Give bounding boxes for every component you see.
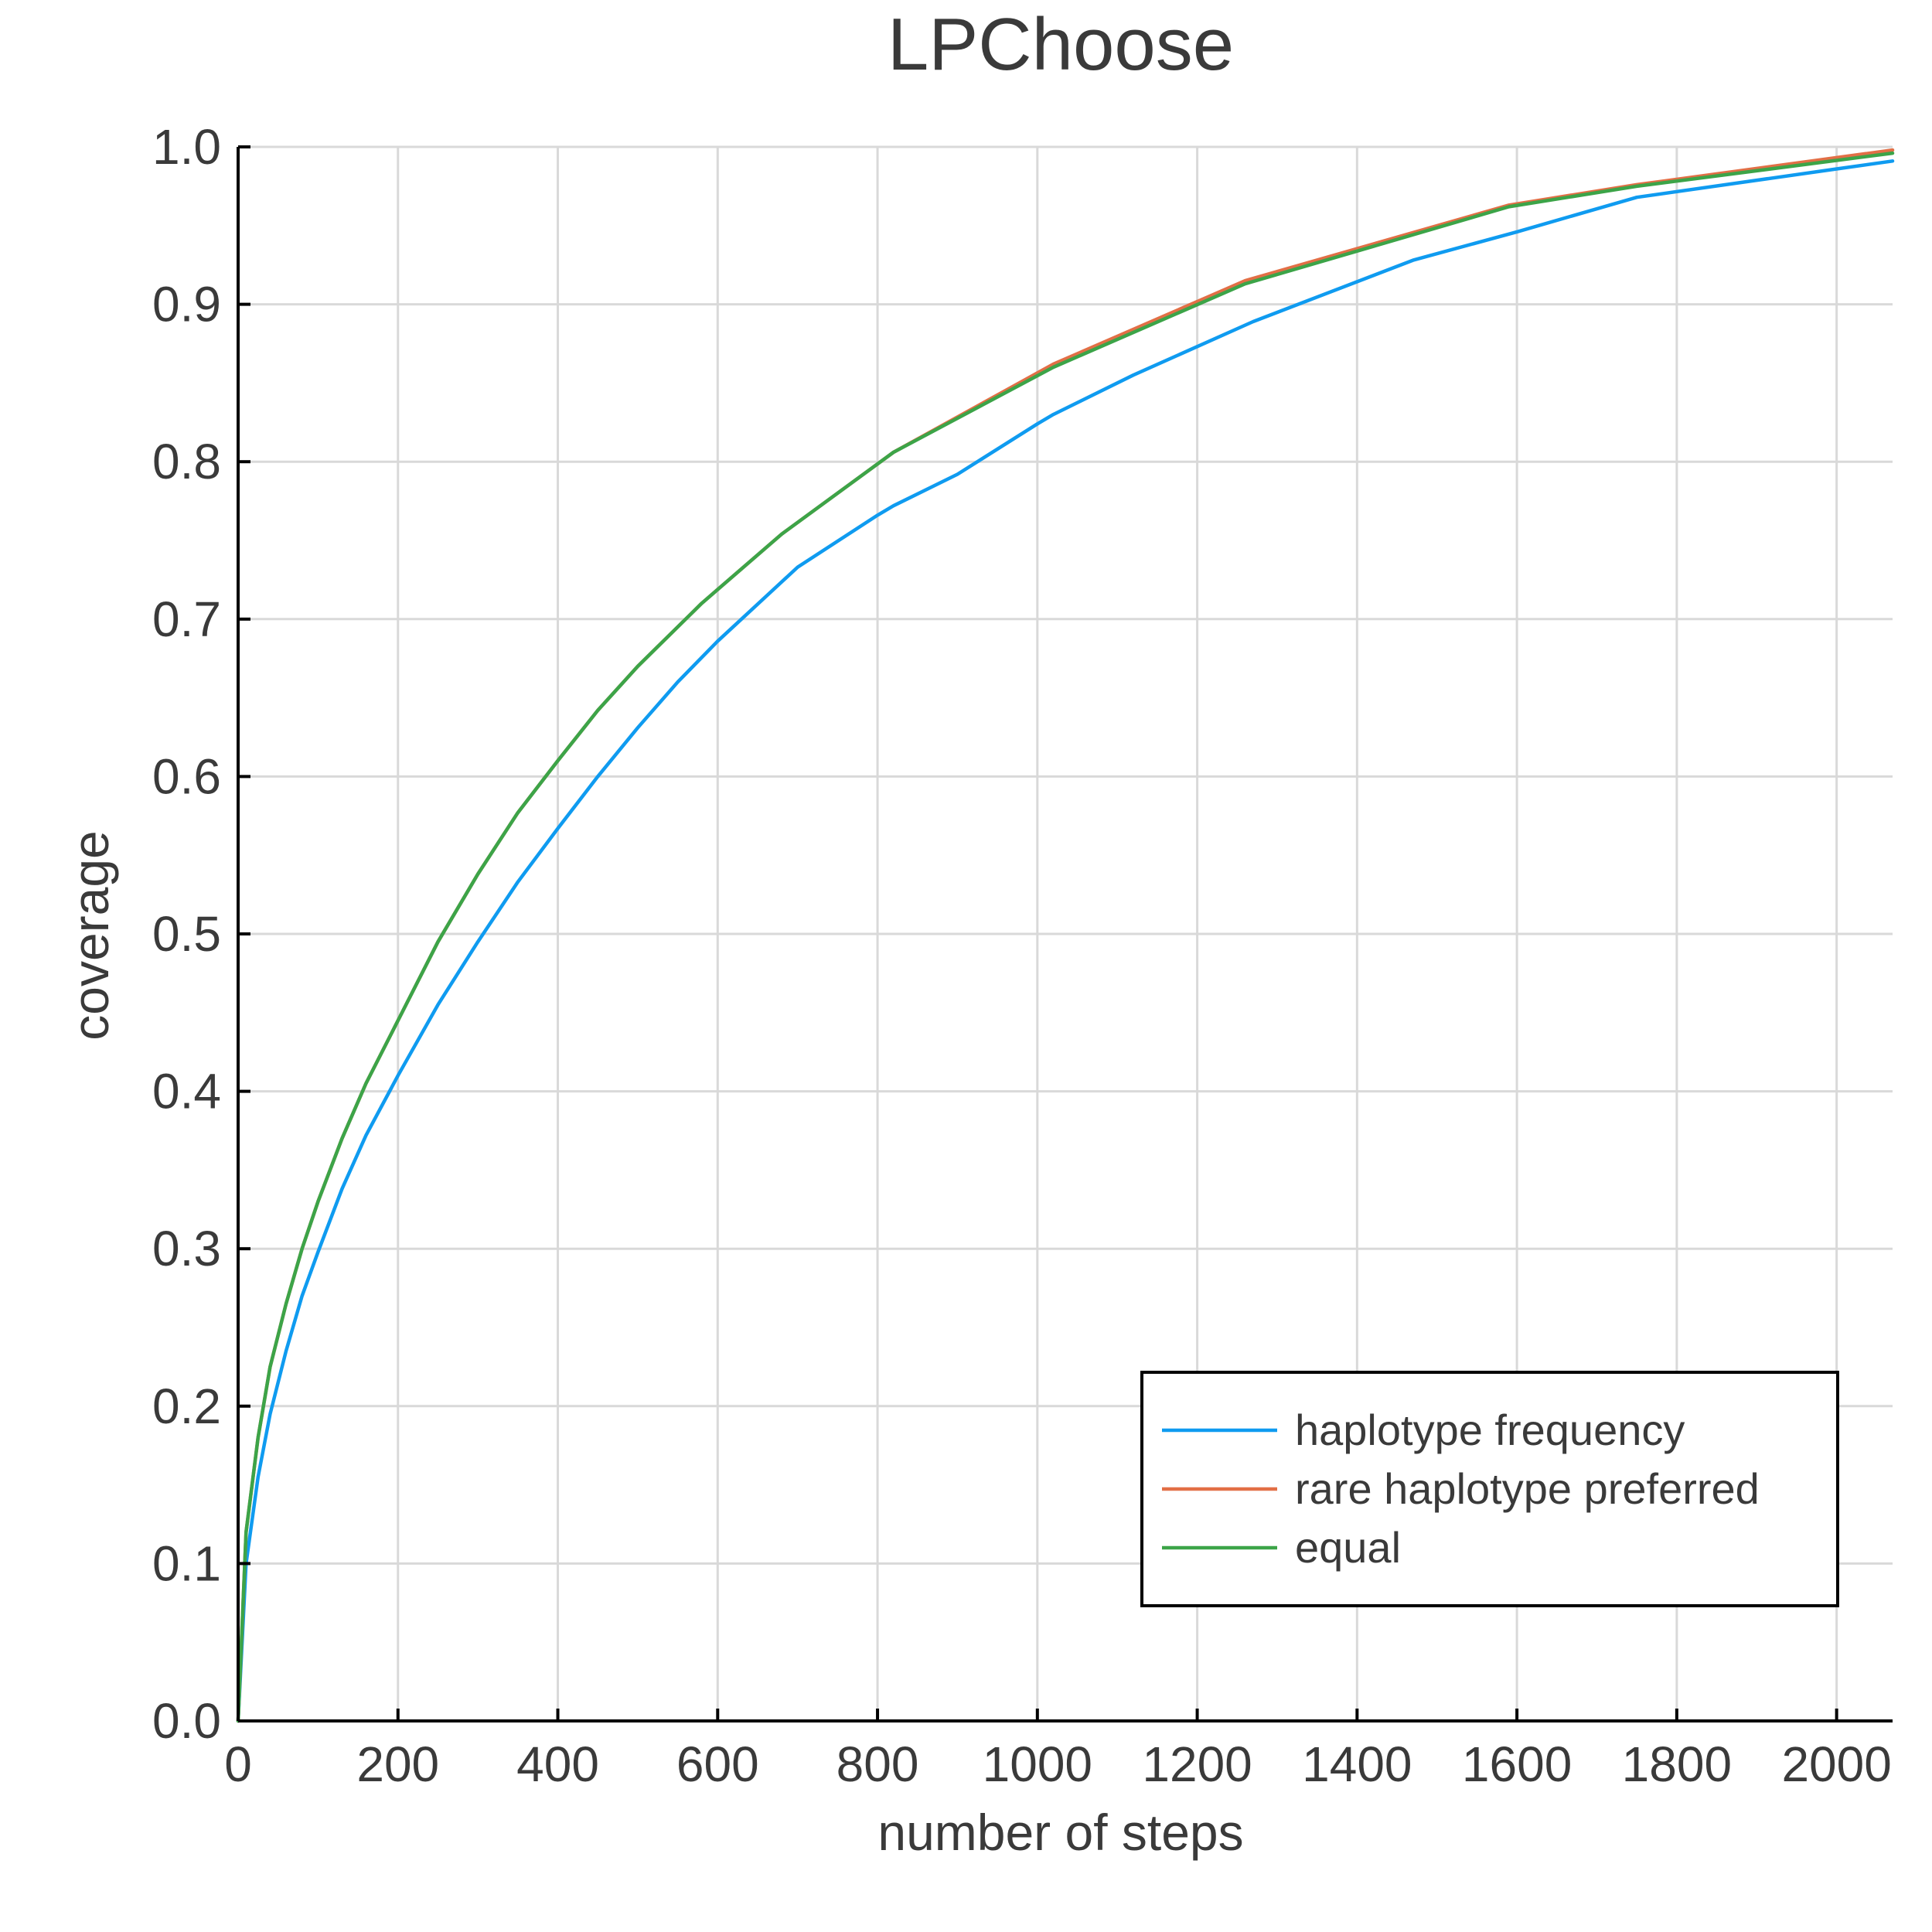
y-tick-label: 0.6 <box>152 748 221 804</box>
series-lines <box>236 148 1895 1723</box>
axes <box>237 145 1893 1722</box>
x-tick-label: 1000 <box>983 1736 1092 1792</box>
legend-label-1: rare haplotype preferred <box>1295 1464 1760 1513</box>
x-tick-label: 600 <box>676 1736 759 1792</box>
y-tick-label: 0.2 <box>152 1378 221 1434</box>
series-line-2 <box>236 151 1895 1723</box>
series-line-0 <box>236 159 1895 1723</box>
x-tick-label: 1800 <box>1622 1736 1732 1792</box>
x-tick-label: 1200 <box>1142 1736 1252 1792</box>
legend-label-2: equal <box>1295 1523 1401 1572</box>
x-axis-label: number of steps <box>877 1804 1243 1861</box>
y-tick-label: 0.9 <box>152 277 221 332</box>
y-tick-label: 0.7 <box>152 591 221 647</box>
x-tick-label: 2000 <box>1781 1736 1891 1792</box>
x-tick-label: 1400 <box>1302 1736 1412 1792</box>
tick-labels: 0 200 400 600 800 1000 1200 1400 1600 1800 2000 0.0… <box>152 119 1892 1792</box>
y-tick-label: 0.8 <box>152 434 221 489</box>
y-tick-label: 0.0 <box>152 1693 221 1749</box>
y-tick-label: 0.1 <box>152 1535 221 1591</box>
y-tick-label: 0.4 <box>152 1064 221 1119</box>
legend: haplotype frequency rare haplotype prefer… <box>1140 1371 1839 1607</box>
y-tick-label: 0.5 <box>152 906 221 962</box>
x-tick-label: 800 <box>837 1736 919 1792</box>
x-tick-label: 400 <box>516 1736 599 1792</box>
x-tick-label: 200 <box>356 1736 439 1792</box>
y-tick-label: 0.3 <box>152 1221 221 1276</box>
x-tick-label: 0 <box>224 1736 252 1792</box>
legend-label-0: haplotype frequency <box>1295 1406 1685 1454</box>
x-tick-label: 1600 <box>1462 1736 1572 1792</box>
chart-title: LPChoose <box>888 3 1234 86</box>
y-axis-label: coverage <box>62 830 119 1041</box>
y-tick-label: 1.0 <box>152 119 221 175</box>
